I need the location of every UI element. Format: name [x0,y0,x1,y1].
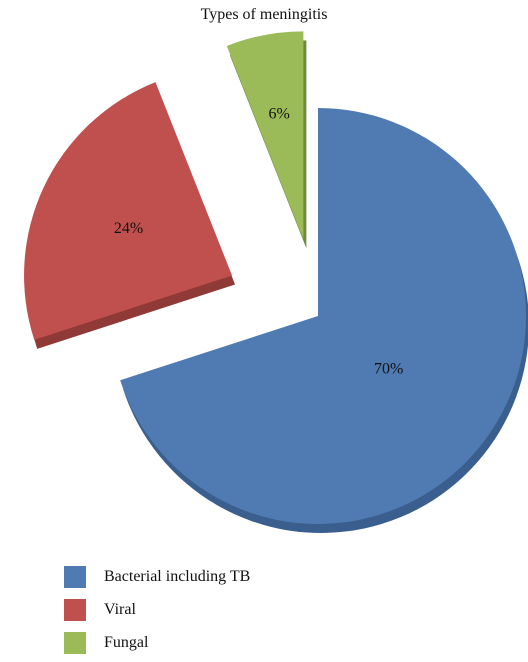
data-label-viral: 24% [114,220,143,237]
data-label-fungal: 6% [269,106,290,123]
legend-swatch-bacterial [64,566,86,588]
pie-slice-viral [24,82,236,349]
pie-chart: 70% 24% 6% [24,31,528,533]
pie-slice-face [120,108,527,524]
legend-swatch-fungal [64,632,86,654]
legend: Bacterial including TB Viral Fungal [64,563,250,662]
legend-item-fungal: Fungal [64,629,250,657]
legend-item-viral: Viral [64,596,250,624]
legend-label-bacterial: Bacterial including TB [104,568,251,585]
legend-label-fungal: Fungal [104,634,149,651]
pie-slice-face [226,31,304,240]
pie-slice-bacterial [120,108,528,533]
legend-swatch-viral [64,599,86,621]
legend-label-viral: Viral [104,601,136,618]
pie-slice-fungal [226,31,307,249]
pie-slice-face [24,82,233,340]
chart-title: Types of meningitis [200,6,328,23]
data-label-bacterial: 70% [374,360,403,377]
legend-item-bacterial: Bacterial including TB [64,563,250,591]
